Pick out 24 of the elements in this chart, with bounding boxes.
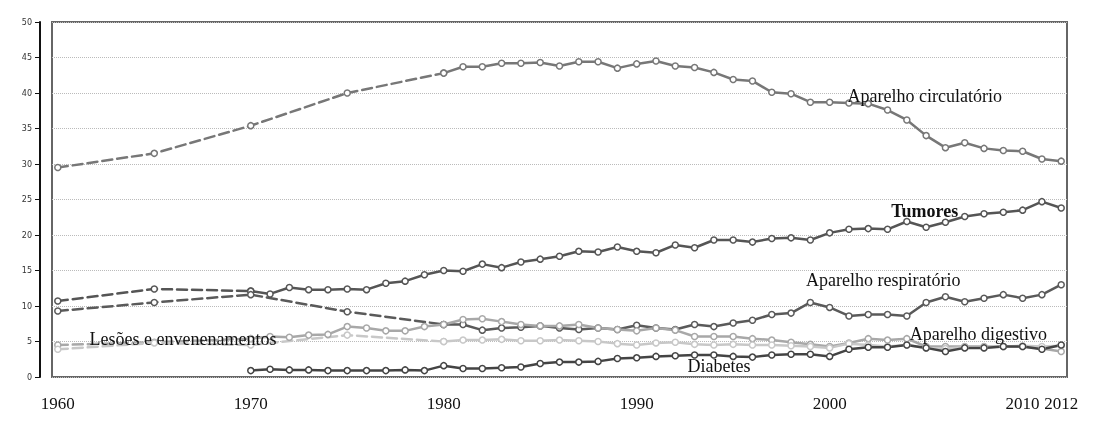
x-tick-label: 2010 — [1005, 394, 1040, 413]
series-label: Tumores — [891, 201, 959, 221]
x-tick-label: 1990 — [619, 394, 654, 413]
y-tick-label: 40 — [21, 88, 32, 98]
x-tick-label: 1980 — [426, 394, 461, 413]
series-label: Aparelho respiratório — [805, 270, 961, 290]
x-tick-label: 2012 — [1044, 394, 1079, 413]
series-label: Aparelho digestivo — [909, 324, 1048, 344]
y-tick-label: 10 — [21, 301, 32, 311]
y-tick-label: 20 — [21, 230, 32, 240]
y-tick-label: 5 — [26, 337, 32, 346]
x-tick-label: 1970 — [233, 394, 268, 413]
series-label: Diabetes — [687, 356, 751, 376]
y-tick-label: 15 — [21, 266, 32, 275]
x-tick-label: 1960 — [40, 394, 75, 413]
y-tick-label: 25 — [21, 195, 32, 204]
x-tick-label: 2000 — [812, 394, 847, 413]
y-tick-label: 35 — [21, 124, 32, 133]
y-tick-label: 50 — [21, 17, 32, 27]
y-tick-label: 0 — [26, 372, 32, 382]
y-tick-label: 30 — [21, 159, 32, 169]
series-label: Lesões e envenenamentos — [89, 329, 277, 349]
y-tick-label: 45 — [21, 53, 32, 62]
series-label: Aparelho circulatório — [847, 86, 1002, 106]
